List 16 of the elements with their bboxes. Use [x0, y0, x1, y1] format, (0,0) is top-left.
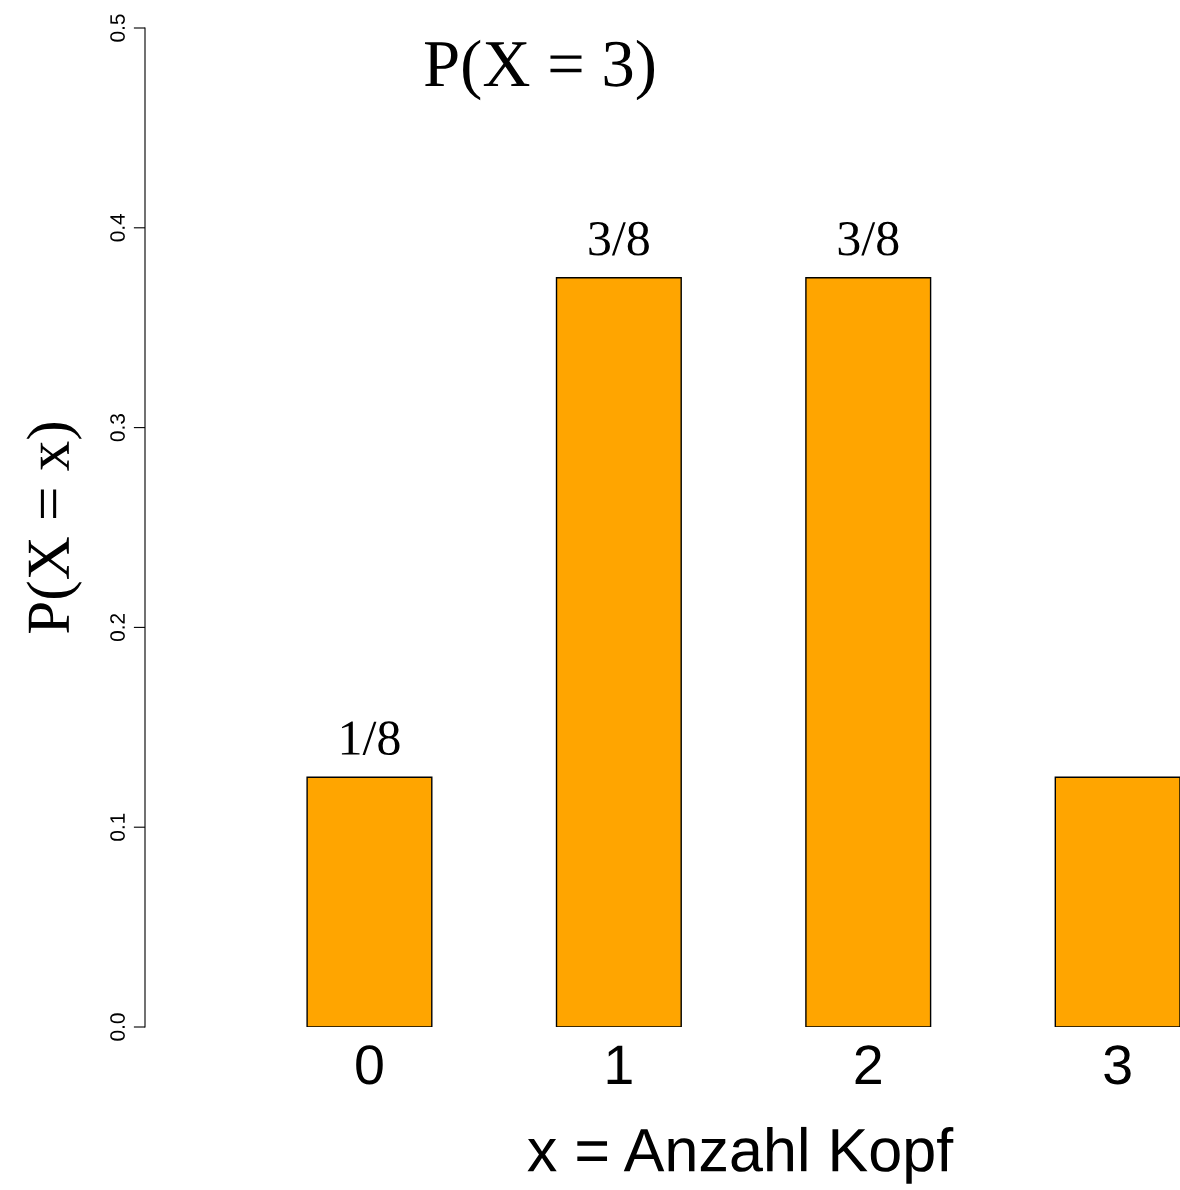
y-tick-label: 0.3 — [110, 414, 125, 442]
x-tick-label: 2 — [855, 1045, 881, 1084]
y-tick-label: 0.2 — [110, 613, 125, 642]
chart-title: P(X = 3) — [424, 39, 655, 101]
x-tick-label: 3 — [1104, 1045, 1131, 1085]
y-tick-label: 0.1 — [110, 813, 125, 841]
y-tick-label: 0.0 — [110, 1013, 125, 1041]
data-label: 1/8 — [341, 721, 400, 756]
y-tick-label: 0.4 — [110, 213, 125, 242]
data-label: 3/8 — [838, 221, 899, 256]
x-tick-label: 0 — [356, 1045, 383, 1085]
y-tick-label: 0.5 — [110, 14, 125, 42]
data-label: 3/8 — [589, 221, 649, 256]
x-tick-label: 1 — [607, 1045, 632, 1084]
x-axis-title: x = Anzahl Kopf — [527, 1126, 954, 1184]
y-axis-title: P(X = x) — [26, 422, 82, 633]
